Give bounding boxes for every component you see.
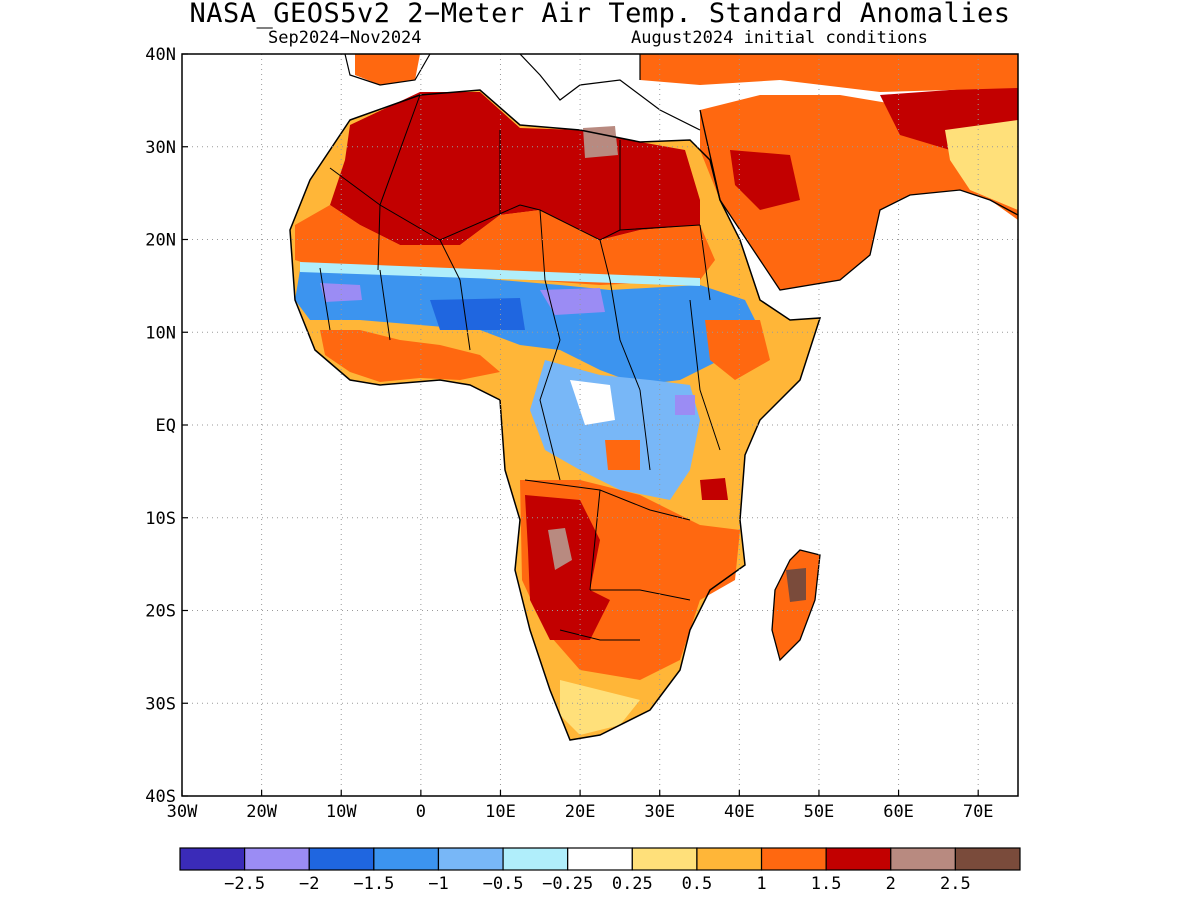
- lon-label-30W: 30W: [167, 802, 198, 822]
- colorbar: −2.5 −2 −1.5 −1 −0.5 −0.25 0.25 0.5 1 1.5 2 2.5: [179, 847, 1021, 894]
- colorbar-label-0: −2.5: [224, 874, 265, 894]
- cool-core-mid: [540, 288, 605, 315]
- colorbar-swatch-6: [567, 847, 633, 871]
- colorbar-swatch-4: [437, 847, 504, 871]
- colorbar-label-3: −1: [428, 874, 448, 894]
- colorbar-swatch-7: [631, 847, 698, 871]
- central-africa-warm-patch: [605, 440, 640, 470]
- central-africa-cool-region: [530, 360, 700, 500]
- cool-core-west: [320, 283, 362, 302]
- central-africa-near-neutral: [570, 380, 615, 425]
- sahel-warm-region: [295, 205, 715, 285]
- africa-coastline: [289, 89, 822, 741]
- lon-label-30E: 30E: [644, 802, 675, 822]
- colorbar-label-11: 2.5: [940, 874, 971, 894]
- colorbar-label-5: −0.25: [542, 874, 593, 894]
- gridlines: [182, 54, 1018, 796]
- colorbar-label-9: 1.5: [811, 874, 842, 894]
- country-borders: [319, 94, 721, 641]
- colorbar-swatch-3: [373, 847, 440, 871]
- madagascar-extreme-warm: [786, 568, 806, 602]
- colorbar-swatch-9: [760, 847, 827, 871]
- lat-label-40S: 40S: [145, 787, 176, 807]
- colorbar-swatch-0: [179, 847, 246, 871]
- colorbar-label-2: −1.5: [353, 874, 394, 894]
- lon-label-10W: 10W: [326, 802, 357, 822]
- cool-core-east: [430, 298, 525, 330]
- lon-label-60E: 60E: [883, 802, 914, 822]
- mediterranean-spain-warm: [355, 54, 420, 85]
- colorbar-swatch-8: [696, 847, 763, 871]
- sahara-strong-warm-region: [330, 92, 700, 245]
- lon-label-20E: 20E: [565, 802, 596, 822]
- lon-label-10E: 10E: [485, 802, 516, 822]
- lat-label-10S: 10S: [145, 509, 176, 529]
- map-axes: 30W 20W 10W 0 10E 20E 30E 40E 50E 60E 70E 40N 30N 20N…: [145, 45, 993, 822]
- lake-victoria-cool: [675, 395, 695, 415]
- lat-label-30S: 30S: [145, 694, 176, 714]
- angola-namibia-strong-warm: [525, 495, 610, 640]
- colorbar-swatch-10: [825, 847, 892, 871]
- colorbar-label-7: 0.5: [682, 874, 713, 894]
- india-mild-warm: [945, 120, 1018, 210]
- libya-extreme-warm: [583, 126, 618, 158]
- east-africa-warm-patch: [705, 320, 770, 380]
- lat-label-20N: 20N: [145, 231, 176, 251]
- colorbar-swatch-5: [502, 847, 569, 871]
- south-africa-mild-warm: [560, 680, 640, 735]
- lat-label-20S: 20S: [145, 602, 176, 622]
- colorbar-label-1: −2: [299, 874, 319, 894]
- initial-conditions: August2024 initial conditions: [631, 28, 928, 48]
- lat-label-40N: 40N: [145, 45, 176, 65]
- lat-label-30N: 30N: [145, 138, 176, 158]
- west-africa-coast-warm: [320, 330, 500, 382]
- forecast-period: Sep2024−Nov2024: [268, 28, 422, 48]
- colorbar-swatch-1: [244, 847, 310, 871]
- colorbar-label-6: 0.25: [612, 874, 653, 894]
- colorbar-swatch-11: [890, 847, 956, 871]
- arabia-strong-warm-patch: [730, 150, 800, 210]
- mediterranean-north-warm: [640, 54, 1018, 92]
- sahel-cool-band: [295, 265, 760, 385]
- lon-label-70E: 70E: [963, 802, 994, 822]
- lon-label-0: 0: [416, 802, 426, 822]
- colorbar-swatch-2: [308, 847, 375, 871]
- lon-label-20W: 20W: [246, 802, 277, 822]
- madagascar-coastline: [771, 549, 821, 662]
- colorbar-swatch-12: [954, 847, 1021, 871]
- map-title: NASA_GEOS5v2 2−Meter Air Temp. Standard …: [189, 0, 1011, 29]
- madagascar-landmass: [772, 550, 820, 660]
- lon-label-50E: 50E: [804, 802, 835, 822]
- arabia-coastline: [699, 109, 1018, 291]
- lat-label-EQ: EQ: [156, 416, 176, 436]
- colorbar-label-10: 2: [886, 874, 896, 894]
- angola-extreme-warm: [548, 528, 572, 570]
- kenya-warm-patch: [700, 478, 728, 500]
- colorbar-label-8: 1: [756, 874, 766, 894]
- lat-label-10N: 10N: [145, 323, 176, 343]
- lon-label-40E: 40E: [724, 802, 755, 822]
- colorbar-label-4: −0.5: [483, 874, 524, 894]
